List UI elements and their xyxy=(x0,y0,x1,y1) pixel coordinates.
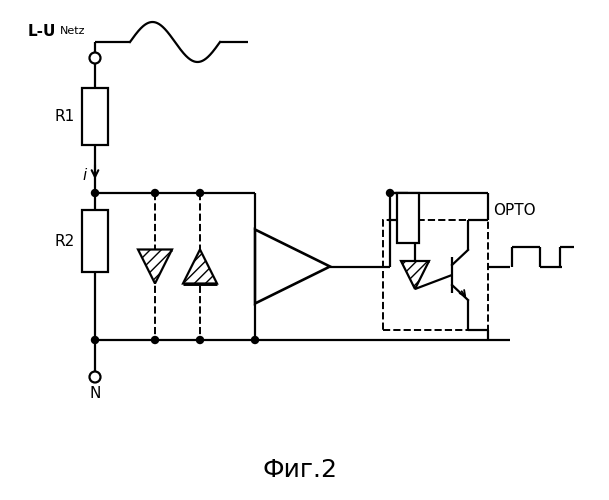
Bar xyxy=(397,193,419,243)
Circle shape xyxy=(91,336,99,344)
Text: +: + xyxy=(258,278,272,295)
Circle shape xyxy=(252,336,258,344)
Circle shape xyxy=(91,190,99,196)
Text: OPTO: OPTO xyxy=(493,203,536,218)
Circle shape xyxy=(152,190,158,196)
Polygon shape xyxy=(255,230,330,304)
Circle shape xyxy=(197,190,203,196)
Text: -: - xyxy=(261,238,269,256)
Polygon shape xyxy=(138,250,172,284)
Circle shape xyxy=(197,336,203,344)
Bar xyxy=(82,88,108,145)
Text: Фиг.2: Фиг.2 xyxy=(262,458,337,482)
Text: R1: R1 xyxy=(55,109,75,124)
Text: R2: R2 xyxy=(55,234,75,248)
Text: N: N xyxy=(90,386,100,400)
Text: L-U: L-U xyxy=(28,24,57,40)
Circle shape xyxy=(387,190,393,196)
Polygon shape xyxy=(401,261,429,289)
Text: i: i xyxy=(83,168,87,184)
Text: Netz: Netz xyxy=(60,26,85,36)
Bar xyxy=(82,210,108,272)
Polygon shape xyxy=(183,250,217,284)
Circle shape xyxy=(152,336,158,344)
Bar xyxy=(383,220,488,330)
